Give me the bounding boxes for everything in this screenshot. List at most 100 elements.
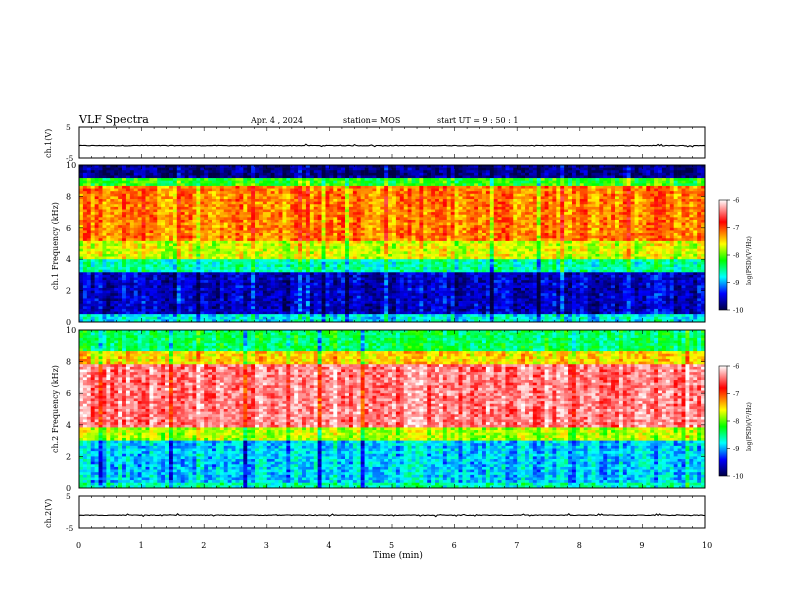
spectrogram-cell bbox=[305, 256, 311, 260]
spectrogram-cell bbox=[98, 264, 103, 268]
spectrogram-cell bbox=[133, 314, 138, 318]
spectrogram-cell bbox=[192, 235, 197, 239]
spectrogram-cell bbox=[141, 282, 146, 286]
spectrogram-cell bbox=[372, 256, 377, 260]
spectrogram-cell bbox=[392, 274, 397, 278]
spectrogram-cell bbox=[352, 175, 358, 179]
spectrogram-cell bbox=[129, 204, 135, 208]
spectrogram-cell bbox=[208, 308, 213, 312]
spectrogram-cell bbox=[317, 243, 322, 247]
spectrogram-cell bbox=[172, 209, 178, 213]
spectrogram-cell bbox=[129, 175, 135, 179]
spectrogram-cell bbox=[168, 274, 174, 278]
spectrogram-cell bbox=[145, 306, 150, 310]
spectrogram-cell bbox=[258, 175, 264, 179]
spectrogram-cell bbox=[223, 282, 228, 286]
spectrogram-cell bbox=[325, 193, 330, 197]
spectrogram-cell bbox=[258, 301, 264, 304]
spectrogram-cell bbox=[192, 165, 197, 168]
spectrogram-cell bbox=[149, 274, 154, 278]
spectrogram-cell bbox=[352, 308, 358, 312]
spectrogram-cell bbox=[341, 178, 346, 181]
spectrogram-cell bbox=[255, 183, 260, 187]
spectrogram-cell bbox=[345, 285, 350, 289]
spectrogram-cell bbox=[106, 264, 111, 268]
spectrogram-cell bbox=[286, 259, 291, 263]
spectrogram-cell bbox=[262, 293, 268, 297]
spectrogram-cell bbox=[243, 290, 248, 294]
spectrogram-cell bbox=[356, 185, 361, 189]
spectrogram-cell bbox=[212, 238, 217, 242]
spectrogram-cell bbox=[98, 298, 103, 302]
spectrogram-cell bbox=[118, 319, 123, 323]
spectrogram-cell bbox=[184, 212, 189, 216]
spectrogram-cell bbox=[192, 274, 197, 278]
spectrogram-cell bbox=[196, 306, 201, 310]
spectrogram-cell bbox=[282, 264, 287, 268]
spectrogram-cell bbox=[360, 204, 365, 208]
spectrogram-cell bbox=[360, 235, 365, 239]
spectrogram-cell bbox=[196, 240, 201, 244]
spectrogram-cell bbox=[180, 219, 185, 223]
spectrogram-cell bbox=[200, 201, 205, 205]
spectrogram-cell bbox=[294, 235, 299, 239]
spectrogram-cell bbox=[141, 167, 146, 171]
spectrogram-cell bbox=[364, 253, 369, 257]
spectrogram-cell bbox=[274, 253, 279, 257]
spectrogram-cell bbox=[94, 185, 99, 189]
spectrogram-cell bbox=[392, 306, 397, 310]
spectrogram-cell bbox=[153, 301, 158, 304]
spectrogram-cell bbox=[137, 301, 142, 304]
spectrogram-cell bbox=[110, 267, 115, 270]
spectrogram-cell bbox=[149, 259, 154, 263]
spectrogram-cell bbox=[309, 167, 315, 171]
spectrogram-cell bbox=[231, 248, 236, 252]
spectrogram-cell bbox=[251, 188, 256, 192]
spectrogram-cell bbox=[94, 295, 99, 299]
spectrogram-cell bbox=[172, 251, 178, 255]
spectrogram-cell bbox=[172, 206, 178, 210]
spectrogram-cell bbox=[337, 204, 342, 208]
spectrogram-cell bbox=[337, 285, 342, 289]
spectrogram-cell bbox=[168, 280, 174, 284]
spectrogram-cell bbox=[317, 290, 322, 294]
spectrogram-cell bbox=[227, 261, 232, 265]
spectrogram-cell bbox=[356, 238, 361, 242]
spectrogram-cell bbox=[325, 264, 330, 268]
spectrogram-cell bbox=[82, 206, 88, 210]
spectrogram-cell bbox=[149, 246, 154, 250]
spectrogram-cell bbox=[192, 172, 197, 176]
spectrogram-cell bbox=[219, 217, 225, 221]
spectrogram-cell bbox=[321, 301, 326, 304]
spectrogram-cell bbox=[94, 261, 99, 265]
spectrogram-cell bbox=[258, 246, 264, 250]
spectrogram-cell bbox=[251, 212, 256, 216]
spectrogram-cell bbox=[294, 222, 299, 226]
spectrogram-cell bbox=[317, 172, 322, 176]
spectrogram-cell bbox=[298, 230, 303, 234]
spectrogram-cell bbox=[341, 165, 346, 168]
spectrogram-cell bbox=[392, 253, 397, 257]
spectrogram-cell bbox=[294, 282, 299, 286]
spectrogram-cell bbox=[325, 301, 330, 304]
spectrogram-cell bbox=[348, 214, 354, 218]
spectrogram-cell bbox=[196, 303, 201, 307]
spectrogram-cell bbox=[380, 248, 385, 252]
spectrogram-cell bbox=[262, 274, 268, 278]
spectrogram-cell bbox=[208, 204, 213, 208]
spectrogram-cell bbox=[329, 222, 334, 226]
spectrogram-cell bbox=[348, 191, 354, 195]
spectrogram-cell bbox=[79, 238, 84, 242]
spectrogram-cell bbox=[106, 225, 111, 229]
spectrogram-cell bbox=[243, 282, 248, 286]
spectrogram-cell bbox=[376, 206, 381, 210]
spectrogram-cell bbox=[168, 170, 174, 174]
spectrogram-cell bbox=[305, 267, 311, 270]
spectrogram-cell bbox=[129, 308, 135, 312]
spectrogram-cell bbox=[298, 235, 303, 239]
spectrogram-cell bbox=[145, 178, 150, 181]
spectrogram-cell bbox=[372, 272, 377, 276]
spectrogram-cell bbox=[352, 222, 358, 226]
spectrogram-cell bbox=[204, 201, 209, 205]
spectrogram-cell bbox=[165, 201, 170, 205]
